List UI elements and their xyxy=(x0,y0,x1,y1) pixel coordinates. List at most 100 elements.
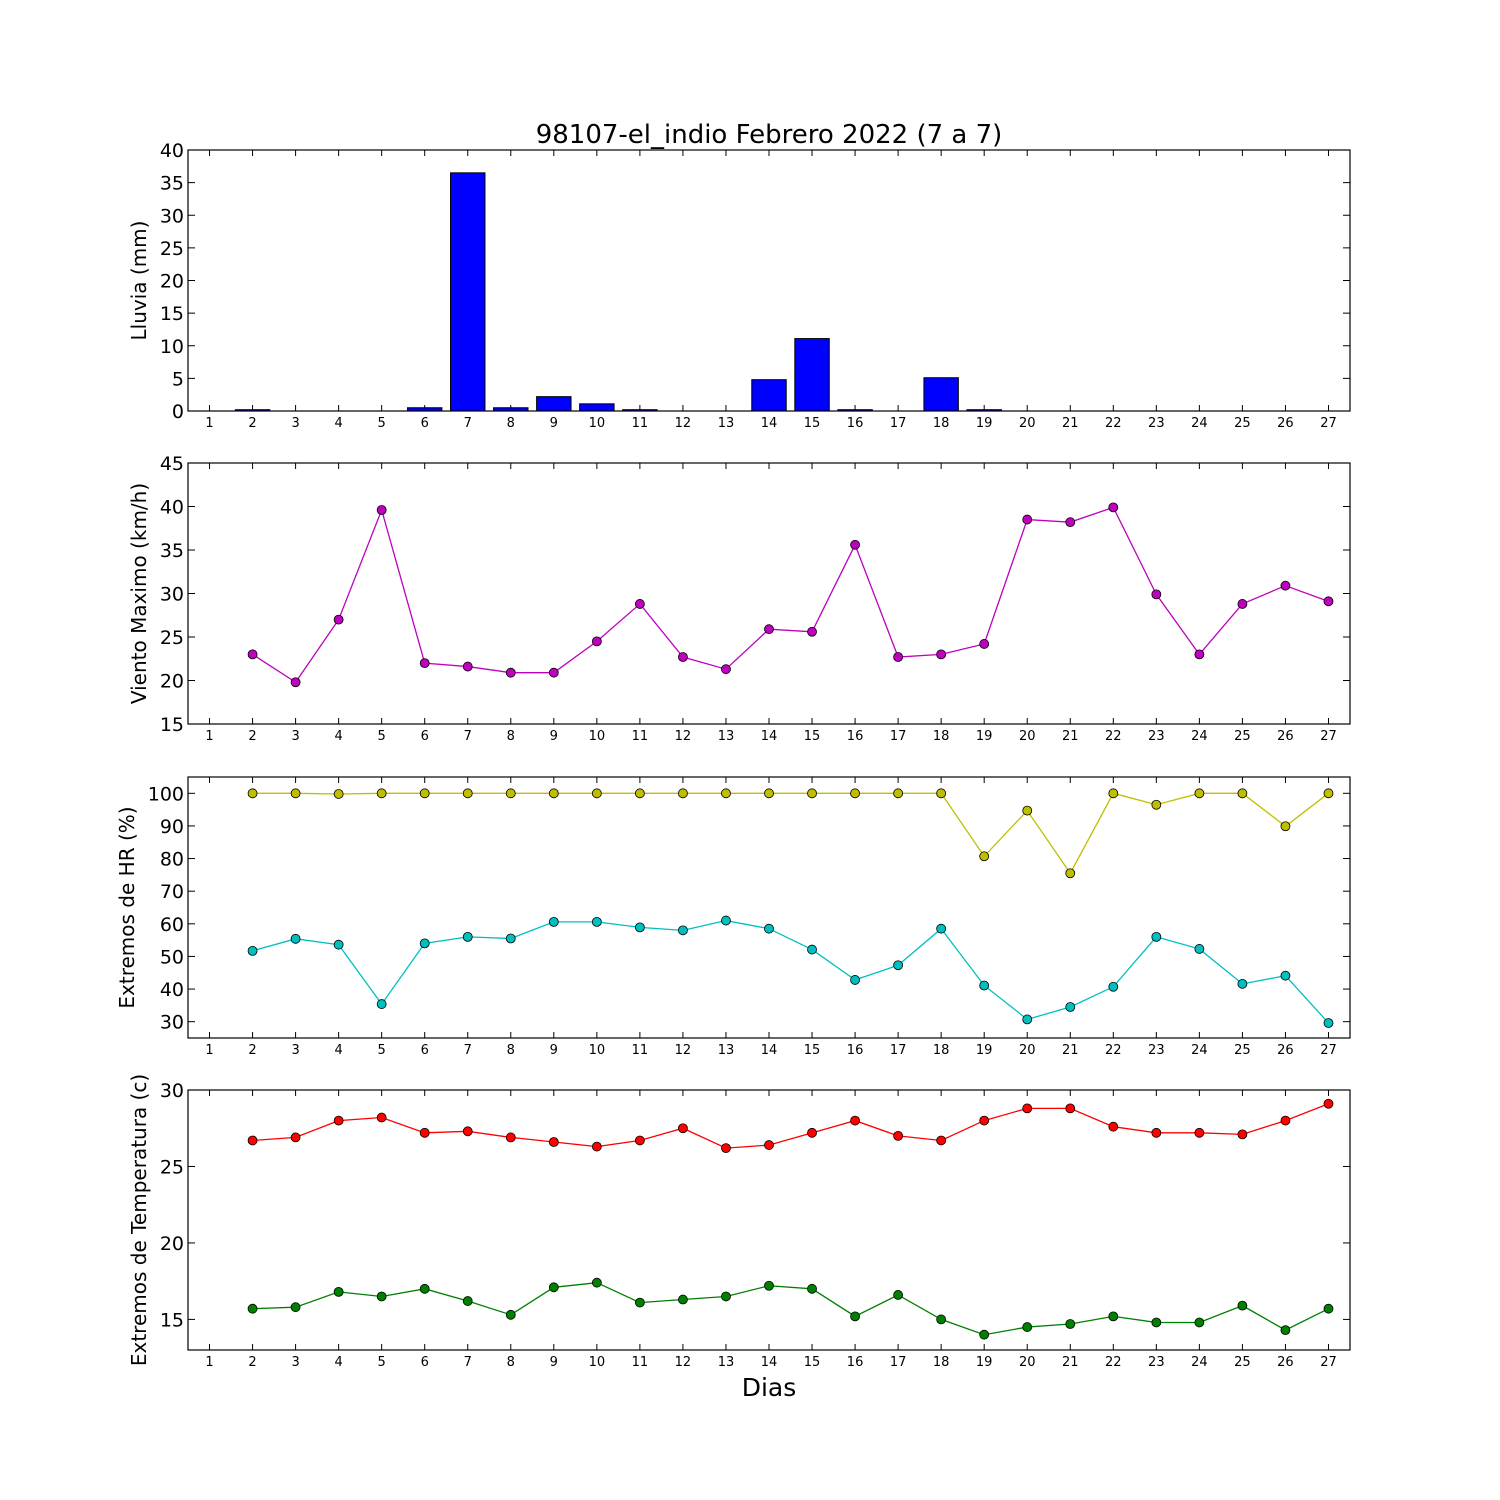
wind-panel-xtick-label: 13 xyxy=(718,729,735,744)
wind-panel-series-0-point-16 xyxy=(850,539,860,550)
rain-panel-xtick-label: 12 xyxy=(675,416,692,431)
humidity-panel-series-0-point-22 xyxy=(1108,788,1119,799)
temperature-panel-series-0-point-16 xyxy=(850,1115,860,1126)
humidity-panel-xtick-label: 9 xyxy=(550,1043,558,1058)
rain-panel-xtick-label: 13 xyxy=(718,416,735,431)
temperature-panel-xtick-label: 27 xyxy=(1320,1355,1337,1370)
wind-panel-series-0-point-2 xyxy=(247,649,258,660)
wind-panel-xtick-label: 23 xyxy=(1148,729,1165,744)
wind-panel-series-0-point-27 xyxy=(1323,596,1334,607)
humidity-panel-series-0-point-18 xyxy=(936,788,947,799)
temperature-panel-series-1-point-7 xyxy=(462,1296,473,1306)
humidity-panel-xtick-label: 20 xyxy=(1019,1043,1036,1058)
temperature-panel-series-1-point-27 xyxy=(1323,1303,1334,1314)
temperature-panel-series-1-point-23 xyxy=(1151,1317,1162,1328)
humidity-panel-series-1-point-14 xyxy=(764,923,774,934)
rain-panel-ytick-label: 25 xyxy=(160,238,184,260)
temperature-panel-series-0-point-3 xyxy=(290,1132,301,1143)
humidity-panel-series-1-point-5 xyxy=(376,999,387,1009)
wind-panel-series-0-point-6 xyxy=(419,658,430,668)
humidity-panel-series-1-point-12 xyxy=(678,925,688,936)
humidity-panel-xtick-label: 14 xyxy=(761,1043,778,1058)
rain-panel-xtick-label: 21 xyxy=(1062,416,1079,431)
temperature-panel-xtick-label: 14 xyxy=(761,1355,778,1370)
temperature-panel-series-0-point-14 xyxy=(764,1140,774,1150)
humidity-panel-xtick-label: 13 xyxy=(718,1043,735,1058)
wind-panel-xtick-label: 10 xyxy=(589,729,606,744)
temperature-panel-xtick-label: 22 xyxy=(1105,1355,1122,1370)
wind-panel-ytick-label: 25 xyxy=(160,627,184,649)
humidity-panel-series-0-point-20 xyxy=(1022,805,1033,816)
wind-panel-xtick-label: 15 xyxy=(804,729,821,744)
temperature-panel-xtick-label: 25 xyxy=(1234,1355,1251,1370)
rain-panel-bar-7 xyxy=(450,172,486,412)
wind-panel-xtick-label: 5 xyxy=(378,729,386,744)
temperature-panel-series-1-point-20 xyxy=(1022,1322,1033,1332)
humidity-panel-xtick-label: 5 xyxy=(378,1043,386,1058)
temperature-panel-xtick-label: 20 xyxy=(1019,1355,1036,1370)
humidity-panel-ytick-label: 100 xyxy=(148,783,184,805)
humidity-panel-series-0-point-12 xyxy=(678,788,688,799)
humidity-panel-series-0-point-16 xyxy=(850,788,860,799)
wind-panel-series-0-point-19 xyxy=(979,639,990,649)
temperature-panel-series-1-point-5 xyxy=(376,1291,387,1302)
humidity-panel-series-0-point-5 xyxy=(376,788,387,799)
wind-panel-series-0-point-20 xyxy=(1022,514,1033,525)
temperature-panel-xtick-label: 2 xyxy=(248,1355,256,1370)
wind-panel-series-0-point-7 xyxy=(462,661,473,672)
rain-panel-ytick-label: 20 xyxy=(160,271,184,293)
humidity-panel-series-1-line xyxy=(252,919,1329,1024)
wind-panel-series-0-point-17 xyxy=(893,652,904,662)
temperature-panel-series-1-point-21 xyxy=(1065,1319,1076,1329)
rain-panel-xtick-label: 22 xyxy=(1105,416,1122,431)
temperature-panel-series-1-point-9 xyxy=(548,1282,559,1293)
wind-panel-series-0-point-5 xyxy=(376,505,387,515)
temperature-panel-xtick-label: 9 xyxy=(550,1355,558,1370)
temperature-panel-series-0-point-6 xyxy=(419,1127,430,1138)
wind-panel-ytick-label: 15 xyxy=(160,714,184,736)
temperature-panel-xtick-label: 1 xyxy=(205,1355,213,1370)
humidity-panel-series-0-point-25 xyxy=(1237,788,1248,799)
temperature-panel-series-0-point-21 xyxy=(1065,1103,1076,1114)
humidity-panel-series-1-point-24 xyxy=(1194,944,1205,954)
rain-panel-frame xyxy=(187,149,1351,412)
humidity-panel-series-1-point-8 xyxy=(505,933,516,944)
wind-panel-series-0-point-24 xyxy=(1194,649,1205,660)
rain-panel-bar-10 xyxy=(579,403,615,412)
temperature-panel-series-0-point-8 xyxy=(505,1132,516,1143)
wind-panel-ytick-label: 35 xyxy=(160,540,184,562)
humidity-panel-series-0-point-24 xyxy=(1194,788,1205,799)
temperature-panel-xtick-label: 11 xyxy=(632,1355,649,1370)
rain-panel-xtick-label: 10 xyxy=(589,416,606,431)
temperature-panel-xtick-label: 24 xyxy=(1191,1355,1208,1370)
wind-panel-series-0-point-23 xyxy=(1151,589,1162,600)
humidity-panel-series-0-point-14 xyxy=(764,788,774,799)
temperature-panel-xtick-label: 6 xyxy=(421,1355,429,1370)
temperature-panel-xtick-label: 15 xyxy=(804,1355,821,1370)
temperature-panel-ytick-label: 20 xyxy=(160,1233,184,1255)
humidity-panel-series-0-point-2 xyxy=(247,788,258,799)
humidity-panel-ytick-label: 60 xyxy=(160,914,184,936)
rain-panel-bar-14 xyxy=(751,379,787,412)
humidity-panel-series-1-point-11 xyxy=(634,922,645,933)
wind-panel-xtick-label: 6 xyxy=(421,729,429,744)
wind-panel-xtick-label: 4 xyxy=(334,729,342,744)
humidity-panel-xtick-label: 17 xyxy=(890,1043,907,1058)
humidity-panel-xtick-label: 3 xyxy=(291,1043,299,1058)
rain-panel-bar-15 xyxy=(794,338,830,412)
rain-panel-xtick-label: 1 xyxy=(205,416,213,431)
wind-panel-series-0-point-18 xyxy=(936,649,947,660)
humidity-panel-xtick-label: 25 xyxy=(1234,1043,1251,1058)
rain-panel-xtick-label: 6 xyxy=(421,416,429,431)
humidity-panel-series-1-point-17 xyxy=(893,960,904,971)
humidity-panel-xtick-label: 15 xyxy=(804,1043,821,1058)
humidity-panel-xtick-label: 6 xyxy=(421,1043,429,1058)
humidity-panel-series-1-point-23 xyxy=(1151,931,1162,942)
wind-panel-xtick-label: 21 xyxy=(1062,729,1079,744)
humidity-panel-xtick-label: 16 xyxy=(847,1043,864,1058)
x-axis-label: Dias xyxy=(742,1373,797,1402)
temperature-panel-series-1-point-24 xyxy=(1194,1317,1205,1328)
